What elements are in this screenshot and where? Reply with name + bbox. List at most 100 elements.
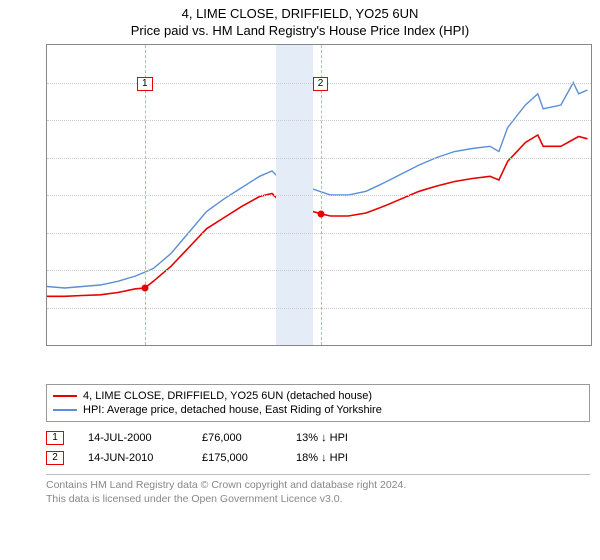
x-tick	[65, 345, 66, 346]
x-tick	[331, 345, 332, 346]
x-tick-label: 1995	[46, 345, 54, 346]
y-tick-label: £350K	[46, 77, 47, 89]
plot-area: £0£50K£100K£150K£200K£250K£300K£350K£400…	[46, 44, 592, 346]
sale-price: £76,000	[202, 432, 272, 444]
x-tick-label: 2006	[235, 345, 249, 346]
x-tick-label: 1996	[58, 345, 72, 346]
y-tick-label: £200K	[46, 189, 47, 201]
x-tick-label: 2002	[164, 345, 178, 346]
sale-date: 14-JUN-2010	[88, 452, 178, 464]
x-tick-label: 2010	[306, 345, 320, 346]
y-tick-label: £50K	[46, 302, 47, 314]
x-tick-label: 2005	[217, 345, 231, 346]
gridline	[47, 158, 591, 159]
sale-price: £175,000	[202, 452, 272, 464]
x-tick	[437, 345, 438, 346]
x-tick	[224, 345, 225, 346]
sale-dot	[317, 210, 324, 217]
y-tick-label: £100K	[46, 264, 47, 276]
x-tick	[384, 345, 385, 346]
x-tick-label: 2008	[270, 345, 284, 346]
legend-item: 4, LIME CLOSE, DRIFFIELD, YO25 6UN (deta…	[53, 389, 583, 403]
sales-table: 1 14-JUL-2000 £76,000 13% ↓ HPI 2 14-JUN-2010…	[46, 428, 590, 468]
x-tick-label: 2019	[465, 345, 479, 346]
x-tick-label: 2003	[182, 345, 196, 346]
y-tick-label: £300K	[46, 114, 47, 126]
sale-row-marker: 1	[46, 431, 64, 445]
x-tick-label: 2024	[554, 345, 568, 346]
footer-line-2: This data is licensed under the Open Gov…	[46, 492, 590, 506]
x-tick	[561, 345, 562, 346]
series-hpi	[47, 83, 588, 289]
sale-delta: 13% ↓ HPI	[296, 432, 348, 444]
sale-marker-box: 1	[137, 77, 153, 91]
x-tick	[525, 345, 526, 346]
x-tick-label: 2016	[412, 345, 426, 346]
x-tick	[118, 345, 119, 346]
sale-row: 1 14-JUL-2000 £76,000 13% ↓ HPI	[46, 428, 590, 448]
x-tick-label: 2025	[572, 345, 586, 346]
x-tick	[543, 345, 544, 346]
x-tick-label: 2018	[448, 345, 462, 346]
x-tick	[490, 345, 491, 346]
footer-attribution: Contains HM Land Registry data © Crown c…	[46, 474, 590, 506]
x-tick	[171, 345, 172, 346]
legend-item: HPI: Average price, detached house, East…	[53, 403, 583, 417]
x-tick	[366, 345, 367, 346]
legend: 4, LIME CLOSE, DRIFFIELD, YO25 6UN (deta…	[46, 384, 590, 422]
x-tick-label: 2021	[501, 345, 515, 346]
x-tick	[455, 345, 456, 346]
footer-line-1: Contains HM Land Registry data © Crown c…	[46, 478, 590, 492]
chart-subtitle: Price paid vs. HM Land Registry's House …	[0, 21, 600, 44]
x-tick	[579, 345, 580, 346]
x-tick-label: 2000	[129, 345, 143, 346]
x-tick-label: 2011	[324, 345, 338, 346]
x-tick	[189, 345, 190, 346]
x-tick-label: 1999	[111, 345, 125, 346]
x-tick-label: 1997	[75, 345, 89, 346]
x-tick	[100, 345, 101, 346]
legend-swatch	[53, 409, 77, 411]
legend-swatch	[53, 395, 77, 397]
x-tick-label: 1998	[93, 345, 107, 346]
x-tick	[82, 345, 83, 346]
gridline	[47, 308, 591, 309]
x-tick-label: 2022	[518, 345, 532, 346]
x-tick-label: 2013	[359, 345, 373, 346]
x-tick	[401, 345, 402, 346]
x-tick-label: 2015	[394, 345, 408, 346]
x-tick-label: 2009	[288, 345, 302, 346]
chart-container: 4, LIME CLOSE, DRIFFIELD, YO25 6UN Price…	[0, 0, 600, 506]
x-tick-label: 2017	[430, 345, 444, 346]
x-tick	[472, 345, 473, 346]
sale-marker-box: 2	[313, 77, 329, 91]
x-tick-label: 2020	[483, 345, 497, 346]
y-tick-label: £150K	[46, 227, 47, 239]
sale-row: 2 14-JUN-2010 £175,000 18% ↓ HPI	[46, 448, 590, 468]
x-tick	[348, 345, 349, 346]
gridline	[47, 270, 591, 271]
legend-label: HPI: Average price, detached house, East…	[83, 404, 382, 416]
x-tick	[47, 345, 48, 346]
y-tick-label: £400K	[46, 44, 47, 51]
chart-title: 4, LIME CLOSE, DRIFFIELD, YO25 6UN	[0, 0, 600, 21]
x-tick	[260, 345, 261, 346]
sale-delta: 18% ↓ HPI	[296, 452, 348, 464]
gridline	[47, 195, 591, 196]
y-tick-label: £250K	[46, 152, 47, 164]
x-tick	[206, 345, 207, 346]
x-tick	[277, 345, 278, 346]
x-tick-label: 2004	[199, 345, 213, 346]
x-tick	[419, 345, 420, 346]
x-tick-label: 2007	[253, 345, 267, 346]
x-tick	[313, 345, 314, 346]
x-tick-label: 2014	[377, 345, 391, 346]
x-tick	[242, 345, 243, 346]
sale-row-marker: 2	[46, 451, 64, 465]
chart-area: £0£50K£100K£150K£200K£250K£300K£350K£400…	[46, 44, 590, 346]
sale-dot	[141, 285, 148, 292]
x-tick	[153, 345, 154, 346]
gridline	[47, 233, 591, 234]
legend-label: 4, LIME CLOSE, DRIFFIELD, YO25 6UN (deta…	[83, 390, 372, 402]
sale-date: 14-JUL-2000	[88, 432, 178, 444]
